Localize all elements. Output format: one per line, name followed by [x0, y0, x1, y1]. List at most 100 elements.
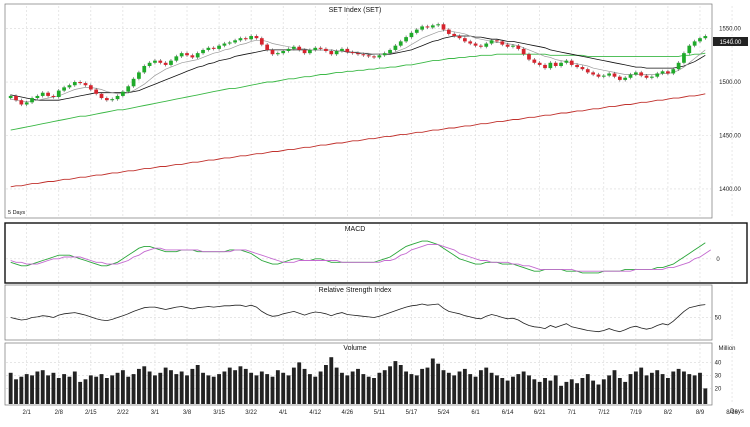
- volume-bar: [703, 388, 708, 404]
- candle-body: [633, 72, 638, 75]
- candle-body: [687, 45, 692, 54]
- volume-bar: [660, 374, 665, 404]
- candle-body: [441, 24, 446, 30]
- volume-bar: [275, 370, 280, 404]
- volume-bar: [233, 370, 238, 404]
- volume-bar: [115, 372, 120, 404]
- candle-body: [660, 71, 665, 74]
- candle-body: [607, 73, 612, 76]
- candle-body: [463, 38, 467, 42]
- volume-bar: [644, 375, 649, 404]
- candle-body: [233, 40, 237, 43]
- volume-bar: [169, 370, 173, 404]
- volume-bar: [179, 371, 184, 404]
- volume-bar: [14, 379, 18, 404]
- y-tick-label: 1500.00: [719, 80, 741, 86]
- volume-bar: [527, 375, 531, 404]
- volume-bar: [94, 376, 99, 404]
- volume-bar: [564, 381, 569, 404]
- volume-bar: [174, 374, 179, 404]
- candle-body: [227, 42, 232, 44]
- candle-body: [345, 48, 350, 53]
- candle-body: [137, 72, 141, 79]
- volume-bar: [580, 378, 585, 404]
- volume-bar: [516, 374, 521, 404]
- candle-body: [275, 53, 280, 55]
- volume-bar: [153, 375, 157, 404]
- candle-body: [692, 41, 697, 46]
- volume-bar: [206, 375, 211, 404]
- sma-slow-line: [10, 52, 706, 131]
- candle-body: [153, 60, 157, 63]
- last-value-text: 1540.00: [720, 40, 742, 46]
- candle-body: [35, 95, 40, 99]
- volume-bar: [126, 376, 131, 404]
- candle-body: [67, 85, 72, 88]
- candle-body: [62, 87, 66, 91]
- volume-bar: [596, 384, 601, 404]
- candle-body: [601, 75, 606, 77]
- x-tick-label: 5/11: [374, 410, 386, 416]
- candle-body: [249, 36, 253, 40]
- volume-bar: [227, 367, 232, 404]
- volume-bar: [414, 375, 419, 404]
- x-tick-label: 7/19: [630, 410, 642, 416]
- candle-body: [329, 51, 334, 55]
- candle-body: [564, 60, 569, 63]
- candle-body: [126, 86, 131, 92]
- volume-bar: [543, 378, 547, 404]
- volume-bar: [291, 367, 296, 404]
- candle-body: [585, 69, 590, 73]
- candle-body: [259, 38, 264, 45]
- candle-body: [83, 83, 88, 86]
- volume-bar: [436, 363, 441, 404]
- x-tick-label: 2/15: [85, 410, 97, 416]
- x-tick-label: 2/22: [117, 410, 129, 416]
- candle-body: [628, 74, 633, 78]
- candle-body: [190, 55, 195, 58]
- volume-bar: [340, 372, 344, 404]
- volume-bar: [46, 375, 50, 404]
- x-tick-label: 4/26: [341, 410, 353, 416]
- volume-bar: [163, 367, 168, 404]
- candle-body: [265, 44, 270, 50]
- volume-bar: [628, 374, 633, 404]
- volume-bar: [489, 372, 494, 404]
- candle-body: [51, 95, 56, 97]
- price-panel-note: 5 Days: [8, 210, 25, 216]
- candle-body: [30, 98, 34, 103]
- volume-bar: [639, 367, 644, 404]
- sma-long-line: [10, 93, 706, 188]
- x-tick-label: 6/21: [534, 410, 546, 416]
- volume-bar: [211, 376, 216, 404]
- volume-bar: [505, 380, 510, 404]
- y-tick-label: 1450.00: [719, 133, 741, 139]
- y-tick-label: 40: [715, 360, 722, 366]
- y-tick-label: 50: [715, 316, 722, 322]
- volume-bar: [500, 378, 505, 404]
- volume-bar: [131, 374, 136, 404]
- candle-body: [436, 24, 441, 26]
- volume-bar: [575, 383, 580, 404]
- y-tick-label: 1550.00: [719, 27, 741, 33]
- candle-body: [94, 89, 99, 94]
- volume-bar: [633, 371, 638, 404]
- volume-bar: [446, 372, 451, 404]
- macd-panel-title: MACD: [345, 226, 366, 233]
- volume-bar: [617, 378, 622, 404]
- candle-body: [468, 41, 473, 44]
- volume-bar: [687, 374, 692, 404]
- volume-bar: [484, 367, 489, 404]
- candle-body: [8, 95, 13, 99]
- volume-bar: [666, 378, 670, 404]
- candle-body: [596, 74, 601, 77]
- candle-body: [14, 95, 18, 101]
- candle-body: [302, 49, 307, 54]
- candle-body: [142, 65, 147, 73]
- volume-bar: [377, 372, 382, 404]
- candle-body: [650, 76, 654, 78]
- x-tick-label: 4/12: [309, 410, 321, 416]
- volume-bar: [601, 379, 606, 404]
- y-tick-label: 0: [716, 257, 720, 263]
